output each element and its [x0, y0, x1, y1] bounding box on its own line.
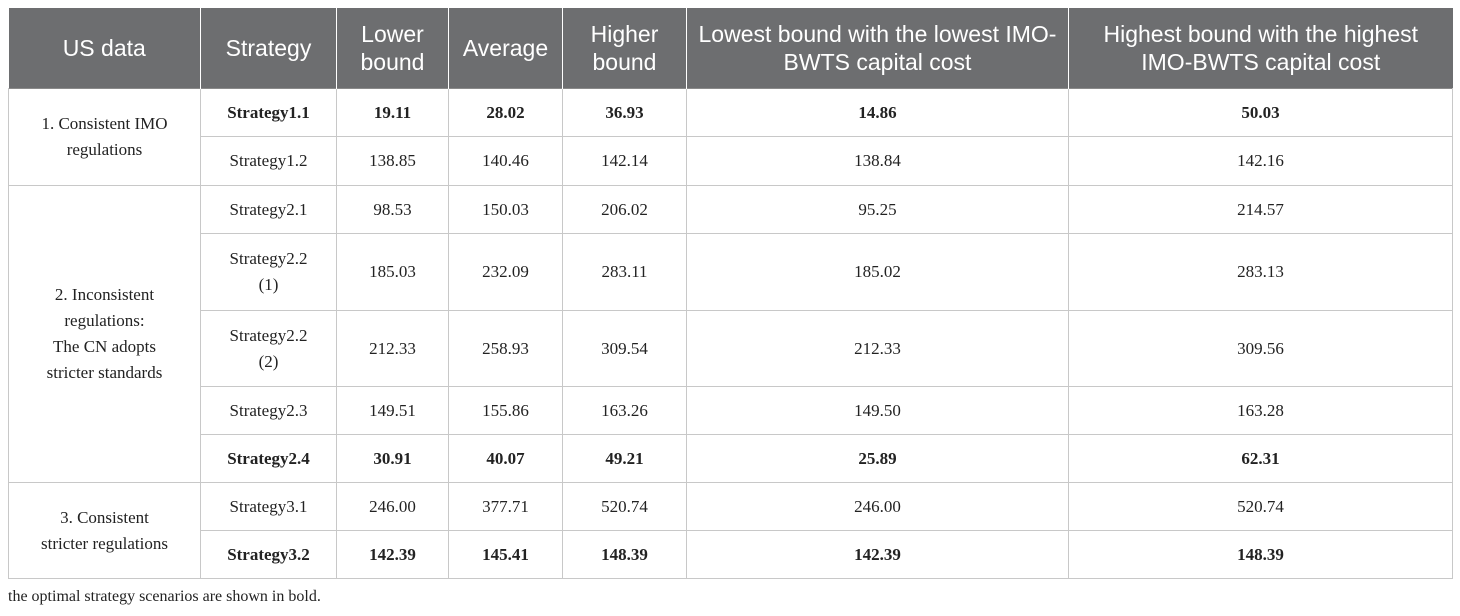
- value-cell: 232.09: [448, 233, 563, 311]
- value-cell: 163.28: [1068, 386, 1453, 435]
- strategy-cell: Strategy1.2: [200, 136, 337, 186]
- value-cell: 138.84: [686, 136, 1069, 186]
- header-cell: Strategy: [200, 8, 337, 89]
- data-table: US data Strategy Lower bound Average Higher …: [8, 8, 1453, 579]
- table-row: 2. Inconsistent regulations: The CN adopts…: [8, 185, 1453, 483]
- value-cell: 163.26: [562, 386, 687, 435]
- header-cell: Average: [448, 8, 563, 89]
- strategy-cell: Strategy2.1: [200, 185, 337, 234]
- value-cell: 14.86: [686, 88, 1069, 137]
- value-cell: 149.51: [336, 386, 449, 435]
- value-cell: 62.31: [1068, 434, 1453, 483]
- footnote: the optimal strategy scenarios are shown…: [8, 588, 321, 605]
- table-row: 3. Consistent stricter regulations Strateg…: [8, 482, 1453, 579]
- header-cell: Higher bound: [562, 8, 687, 89]
- value-cell: 50.03: [1068, 88, 1453, 137]
- strategy-cell: Strategy3.1: [200, 482, 337, 531]
- group-label: 3. Consistent stricter regulations: [8, 482, 201, 579]
- value-cell: 520.74: [1068, 482, 1453, 531]
- group-label-line: stricter standards: [46, 363, 163, 382]
- header-cell: Lowest bound with the lowest IMO-BWTS ca…: [686, 8, 1069, 89]
- value-cell: 185.03: [336, 233, 449, 311]
- value-cell: 214.57: [1068, 185, 1453, 234]
- value-cell: 246.00: [336, 482, 449, 531]
- value-cell: 155.86: [448, 386, 563, 435]
- value-cell: 95.25: [686, 185, 1069, 234]
- table-row: Strategy3.2 142.39 145.41 148.39 142.39 148.3…: [9, 530, 1453, 579]
- group-label-line: 2. Inconsistent: [54, 285, 155, 304]
- group-label-line: regulations: [66, 140, 143, 159]
- group-label: 1. Consistent IMO regulations: [8, 88, 201, 186]
- value-cell: 145.41: [448, 530, 563, 579]
- value-cell: 140.46: [448, 136, 563, 186]
- table-row: Strategy2.2 (2) 212.33 258.93 309.54 212.33 3…: [9, 310, 1453, 387]
- value-cell: 520.74: [562, 482, 687, 531]
- value-cell: 49.21: [562, 434, 687, 483]
- value-cell: 142.39: [336, 530, 449, 579]
- value-cell: 25.89: [686, 434, 1069, 483]
- value-cell: 36.93: [562, 88, 687, 137]
- value-cell: 283.11: [562, 233, 687, 311]
- value-cell: 246.00: [686, 482, 1069, 531]
- table-head: US data Strategy Lower bound Average Higher …: [8, 8, 1453, 89]
- strategy-cell: Strategy2.2 (2): [200, 310, 337, 387]
- header-row: US data Strategy Lower bound Average Higher …: [8, 8, 1453, 89]
- value-cell: 212.33: [336, 310, 449, 387]
- strategy-cell: Strategy3.2: [200, 530, 337, 579]
- value-cell: 138.85: [336, 136, 449, 186]
- table-row: Strategy2.2 (1) 185.03 232.09 283.11 185.02 2…: [9, 233, 1453, 311]
- value-cell: 258.93: [448, 310, 563, 387]
- value-cell: 19.11: [336, 88, 449, 137]
- strategy-cell: Strategy2.4: [200, 434, 337, 483]
- group-label-line: stricter regulations: [41, 533, 168, 553]
- value-cell: 40.07: [448, 434, 563, 483]
- table-row: 1. Consistent IMO regulations Strategy1.1 1…: [8, 88, 1453, 186]
- group-label-line: The CN adopts: [53, 337, 156, 356]
- table-row: Strategy1.2 138.85 140.46 142.14 138.84 142.1…: [9, 136, 1453, 186]
- value-cell: 148.39: [562, 530, 687, 579]
- value-cell: 149.50: [686, 386, 1069, 435]
- value-cell: 150.03: [448, 185, 563, 234]
- value-cell: 212.33: [686, 310, 1069, 387]
- value-cell: 98.53: [336, 185, 449, 234]
- strategy-cell: Strategy2.3: [200, 386, 337, 435]
- value-cell: 148.39: [1068, 530, 1453, 579]
- strategy-cell: Strategy2.2 (1): [200, 233, 337, 311]
- value-cell: 283.13: [1068, 233, 1453, 311]
- header-cell: US data: [8, 8, 201, 89]
- strategy-cell: Strategy1.1: [200, 88, 337, 137]
- header-cell: Highest bound with the highest IMO-BWTS …: [1068, 8, 1453, 89]
- group-label-line: regulations:: [64, 311, 145, 330]
- table-row: Strategy2.4 30.91 40.07 49.21 25.89 62.31: [9, 434, 1453, 483]
- value-cell: 142.16: [1068, 136, 1453, 186]
- value-cell: 185.02: [686, 233, 1069, 311]
- table-row: Strategy2.3 149.51 155.86 163.26 149.50 163.2…: [9, 386, 1453, 435]
- value-cell: 309.56: [1068, 310, 1453, 387]
- value-cell: 142.14: [562, 136, 687, 186]
- group-label: 2. Inconsistent regulations: The CN adopts…: [8, 185, 201, 483]
- group-label-line: 3. Consistent: [60, 507, 149, 527]
- group-label-line: 1. Consistent IMO: [41, 114, 168, 133]
- table-body: 1. Consistent IMO regulations Strategy1.1 1…: [8, 88, 1453, 579]
- value-cell: 206.02: [562, 185, 687, 234]
- value-cell: 377.71: [448, 482, 563, 531]
- value-cell: 28.02: [448, 88, 563, 137]
- value-cell: 142.39: [686, 530, 1069, 579]
- value-cell: 30.91: [336, 434, 449, 483]
- value-cell: 309.54: [562, 310, 687, 387]
- header-cell: Lower bound: [336, 8, 449, 89]
